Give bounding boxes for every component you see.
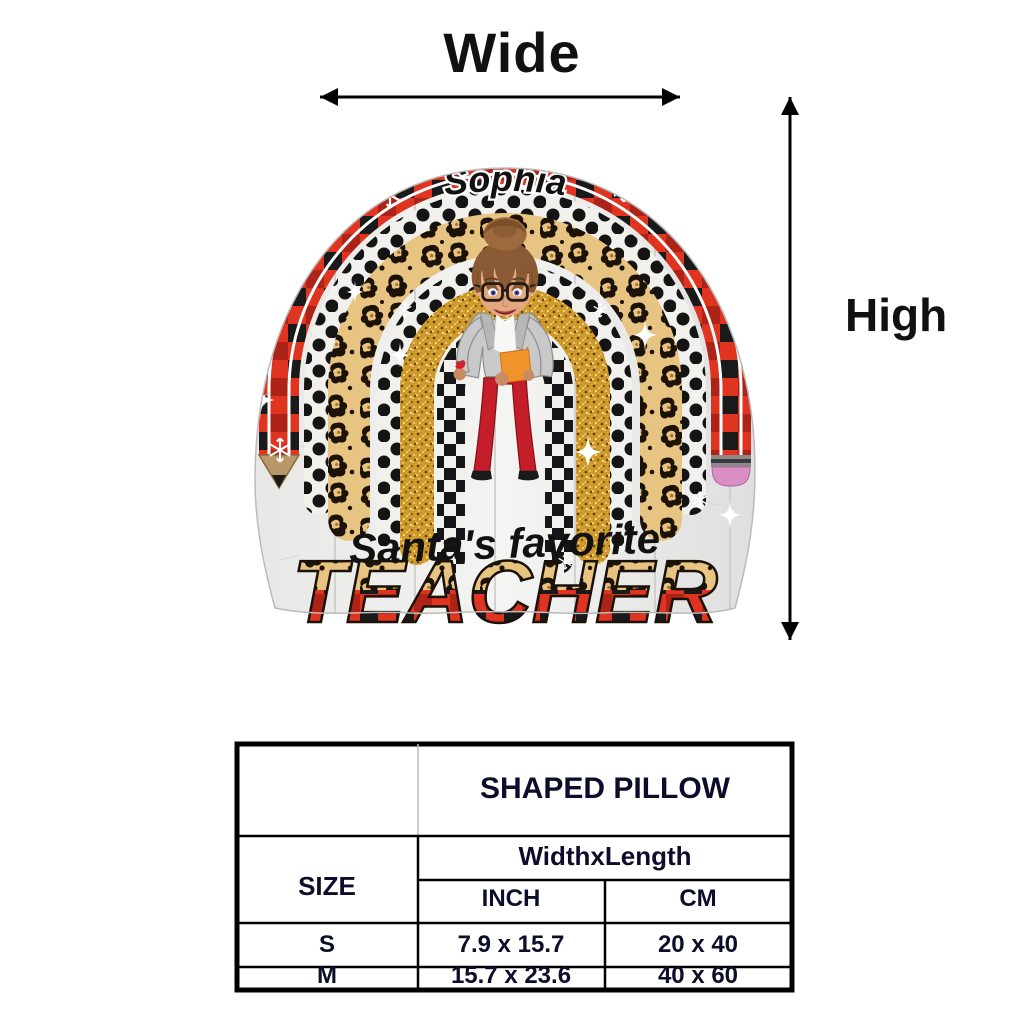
svg-text:Sophia: Sophia <box>441 158 569 203</box>
svg-text:S: S <box>319 931 335 958</box>
svg-text:SHAPED PILLOW: SHAPED PILLOW <box>480 772 731 805</box>
svg-text:SIZE: SIZE <box>298 871 356 901</box>
svg-text:15.7 x 23.6: 15.7 x 23.6 <box>451 962 571 989</box>
svg-text:7.9 x 15.7: 7.9 x 15.7 <box>458 931 565 958</box>
svg-text:WidthxLength: WidthxLength <box>518 841 691 871</box>
svg-text:40 x 60: 40 x 60 <box>658 962 738 989</box>
svg-text:CM: CM <box>679 885 716 912</box>
svg-text:TEACHER: TEACHER <box>292 542 717 641</box>
svg-text:INCH: INCH <box>482 885 541 912</box>
svg-text:20 x 40: 20 x 40 <box>658 931 738 958</box>
svg-text:M: M <box>317 962 337 989</box>
